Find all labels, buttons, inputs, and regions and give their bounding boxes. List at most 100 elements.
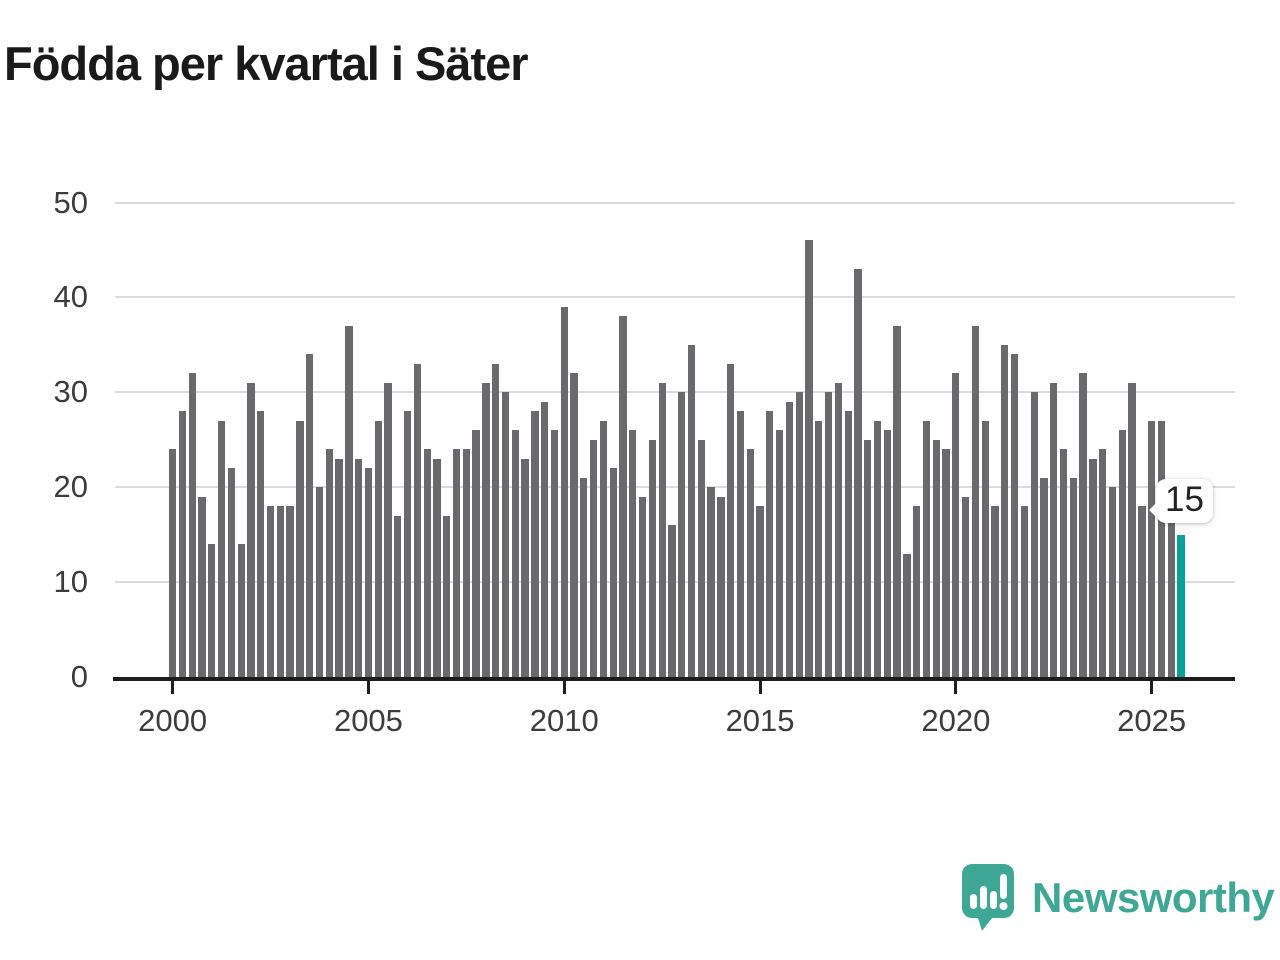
bar <box>580 477 588 677</box>
x-tick-mark <box>562 681 566 694</box>
bar <box>306 354 314 677</box>
bar <box>971 325 980 677</box>
bar <box>257 411 265 677</box>
bar <box>1128 382 1136 677</box>
bar <box>638 496 647 677</box>
bar <box>756 506 764 677</box>
bar <box>864 439 872 677</box>
bar <box>560 306 568 677</box>
bar <box>423 449 431 677</box>
bar <box>619 316 627 677</box>
x-tick-label: 2000 <box>138 703 208 738</box>
gridline <box>115 486 1235 489</box>
bar <box>511 430 519 677</box>
x-axis-line <box>113 677 1235 681</box>
bar <box>834 382 843 677</box>
bar <box>697 439 705 677</box>
bar <box>648 439 656 677</box>
bar <box>913 506 921 677</box>
bar <box>374 420 382 677</box>
bar <box>1138 506 1146 677</box>
bar <box>746 449 754 677</box>
bar <box>883 430 891 677</box>
bar <box>824 392 833 677</box>
bar <box>501 392 510 677</box>
highlight-bar <box>1177 534 1185 677</box>
bar <box>981 420 989 677</box>
bar <box>1050 382 1058 677</box>
x-tick-label: 2020 <box>921 703 991 738</box>
bar <box>355 458 363 677</box>
x-tick-label: 2010 <box>529 703 599 738</box>
y-tick-label: 0 <box>70 659 88 694</box>
bar <box>599 420 608 677</box>
bar <box>1040 477 1048 677</box>
bar <box>403 411 412 677</box>
bar <box>247 382 255 677</box>
bar <box>276 506 284 677</box>
bar <box>736 411 745 677</box>
newsworthy-icon <box>962 863 1014 931</box>
bar <box>707 487 715 677</box>
bar <box>169 449 177 677</box>
bar <box>785 401 794 677</box>
bar <box>903 553 911 677</box>
bar <box>227 468 236 677</box>
chart-title: Födda per kvartal i Säter <box>4 37 529 90</box>
gridline <box>115 391 1235 394</box>
gridline <box>115 296 1235 299</box>
bar <box>658 382 666 677</box>
bar <box>844 411 852 677</box>
x-tick-mark <box>954 681 958 694</box>
bar <box>198 496 206 677</box>
bar <box>492 363 500 677</box>
x-tick-label: 2015 <box>725 703 795 738</box>
x-tick-label: 2005 <box>333 703 403 738</box>
bar <box>531 411 539 677</box>
bar <box>1118 430 1126 677</box>
annotation-label: 15 <box>1165 480 1204 519</box>
bar <box>629 430 637 677</box>
bar <box>1167 515 1175 677</box>
bar <box>364 468 373 677</box>
bar <box>1059 449 1068 677</box>
x-tick-mark <box>1150 681 1154 694</box>
bar <box>1148 420 1156 677</box>
x-tick-label: 2025 <box>1117 703 1187 738</box>
bar <box>208 544 216 677</box>
bar <box>873 420 882 677</box>
gridline <box>115 201 1235 204</box>
bar <box>1157 420 1166 677</box>
x-tick-mark <box>758 681 762 694</box>
newsworthy-logo: Newsworthy <box>960 860 1280 935</box>
bar <box>550 430 559 677</box>
y-tick-label: 20 <box>53 469 88 505</box>
bar <box>1010 354 1019 677</box>
bar <box>394 515 402 677</box>
bar <box>443 515 451 677</box>
bar <box>1069 477 1077 677</box>
bar <box>345 325 353 677</box>
x-tick-mark <box>171 681 175 694</box>
bar <box>188 373 196 677</box>
bar <box>237 544 245 677</box>
bar <box>766 411 774 677</box>
bar <box>961 496 970 677</box>
bar <box>217 420 226 677</box>
bar <box>315 487 324 677</box>
bar <box>482 382 490 677</box>
y-tick-label: 30 <box>53 374 88 410</box>
bar <box>727 363 735 677</box>
bar <box>775 430 784 677</box>
bar <box>452 449 461 677</box>
bar <box>335 458 343 677</box>
value-annotation: 15 <box>1149 479 1213 523</box>
bar <box>795 392 803 677</box>
bar <box>1001 344 1009 677</box>
bar <box>286 506 294 677</box>
bar <box>609 468 617 677</box>
bar <box>266 506 275 677</box>
bar <box>991 506 999 677</box>
y-tick-label: 50 <box>53 184 88 220</box>
